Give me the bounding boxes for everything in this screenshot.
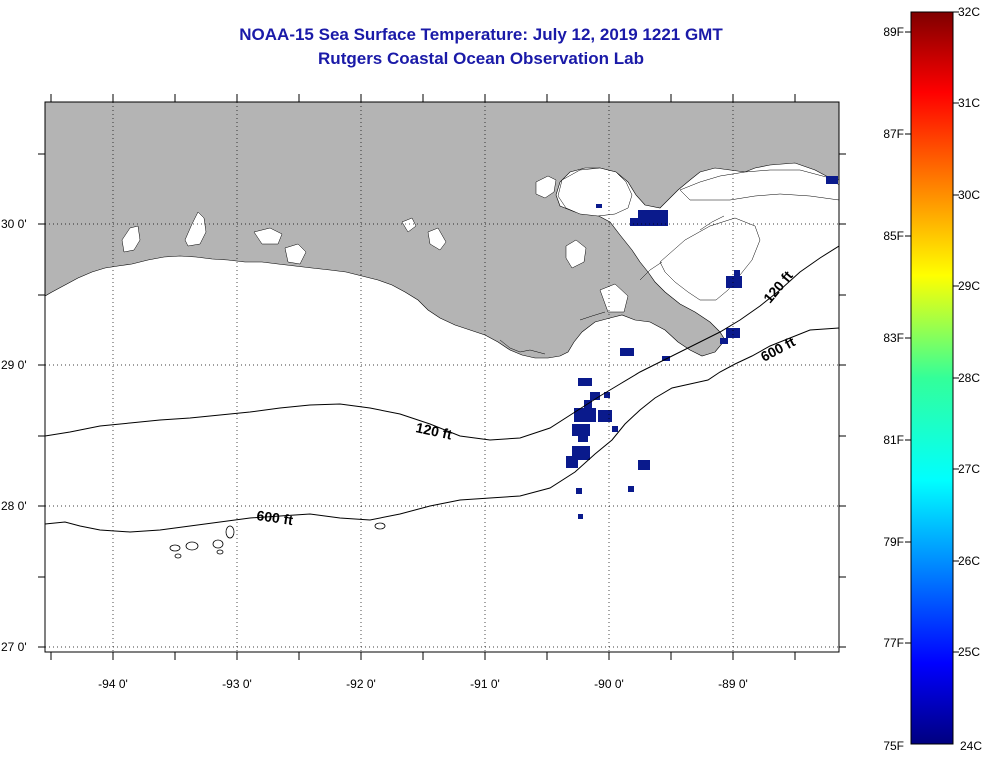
bayou-lakes-2	[427, 227, 447, 251]
colorbar-label-29c: 29C	[958, 279, 980, 293]
colorbar-label-25c: 25C	[958, 645, 980, 659]
colorbar-label-79f: 79F	[883, 535, 904, 549]
colorbar-ticks	[905, 11, 959, 653]
bayou-lakes-1	[401, 217, 417, 233]
colorbar-label-31c: 31C	[958, 96, 980, 110]
colorbar-label-75f: 75F	[883, 739, 904, 753]
lake-pontchartrain	[557, 167, 633, 217]
map-subtitle: Rutgers Coastal Ocean Observation Lab	[318, 49, 644, 68]
grand-lake	[284, 243, 307, 265]
lake-calcasieu	[121, 225, 141, 253]
colorbar-label-24c: 24C	[960, 739, 982, 753]
lat-label-30: 30 0'	[1, 217, 27, 231]
land-mass	[45, 102, 839, 359]
lon-label-93: -93 0'	[222, 677, 252, 691]
lat-label-28: 28 0'	[1, 499, 27, 513]
lat-label-29: 29 0'	[1, 358, 27, 372]
colorbar-label-30c: 30C	[958, 188, 980, 202]
barataria-bay	[599, 283, 629, 313]
colorbar-label-28c: 28C	[958, 371, 980, 385]
colorbar-label-85f: 85F	[883, 229, 904, 243]
lat-label-27: 27 0'	[1, 640, 27, 654]
colorbar-label-77f: 77F	[883, 636, 904, 650]
contour-label-120-west: 120 ft	[414, 419, 453, 442]
white-lake	[253, 227, 283, 245]
axis-ticks	[38, 94, 846, 660]
colorbar-label-27c: 27C	[958, 462, 980, 476]
colorbar-label-81f: 81F	[883, 433, 904, 447]
map-title: NOAA-15 Sea Surface Temperature: July 12…	[239, 25, 723, 44]
lon-label-94: -94 0'	[98, 677, 128, 691]
plot-frame	[44, 101, 840, 653]
colorbar-label-26c: 26C	[958, 554, 980, 568]
contour-label-600-west: 600 ft	[256, 507, 295, 528]
colorbar-label-32c: 32C	[958, 5, 980, 19]
mississippi-sound	[679, 169, 839, 201]
colorbar-label-89f: 89F	[883, 25, 904, 39]
contour-600ft	[45, 327, 839, 533]
lon-label-92: -92 0'	[346, 677, 376, 691]
lake-sabine	[184, 211, 207, 247]
lon-label-89: -89 0'	[718, 677, 748, 691]
lon-label-90: -90 0'	[594, 677, 624, 691]
marsh-fringe	[499, 215, 725, 355]
colorbar-label-83f: 83F	[883, 331, 904, 345]
color-scale-bar	[910, 11, 954, 745]
lake-maurepas	[535, 175, 557, 199]
graticule	[45, 102, 839, 652]
contour-120ft	[45, 245, 839, 441]
bayou-lakes-3	[565, 239, 587, 269]
colorbar-label-87f: 87F	[883, 127, 904, 141]
lon-label-91: -91 0'	[470, 677, 500, 691]
contour-islands	[169, 522, 386, 559]
